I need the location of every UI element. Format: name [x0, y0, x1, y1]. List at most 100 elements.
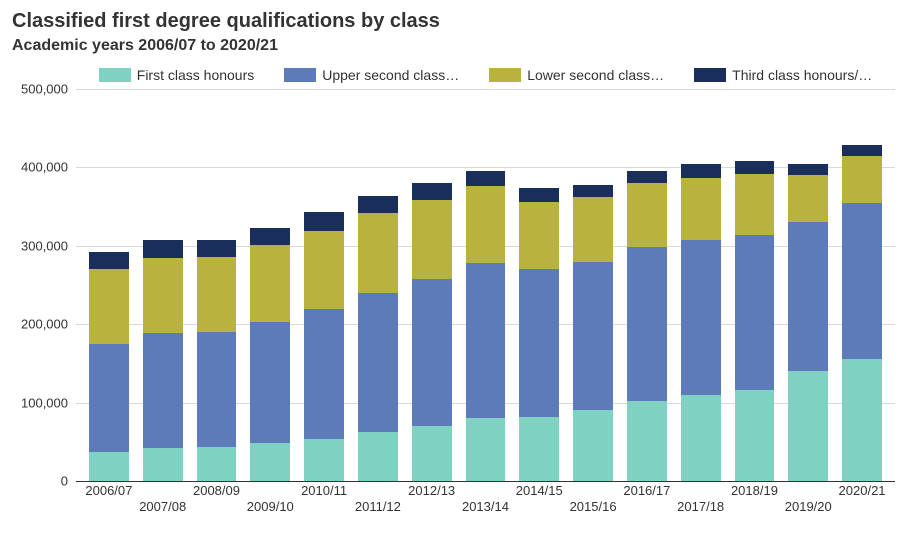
x-tick-label: 2009/10 [247, 499, 294, 514]
bar-segment-first [735, 390, 775, 481]
chart-title: Classified first degree qualifications b… [12, 10, 899, 33]
bar-group [297, 89, 351, 481]
x-tick-label: 2008/09 [193, 483, 240, 498]
bar [519, 89, 559, 481]
bar-segment-third [358, 196, 398, 213]
bar-segment-lower [412, 200, 452, 278]
bar-segment-first [788, 371, 828, 481]
legend-label: First class honours [137, 67, 254, 83]
bar-segment-upper [412, 279, 452, 426]
legend-item-lower: Lower second class… [489, 67, 664, 83]
y-tick-label: 200,000 [21, 317, 68, 332]
bar-segment-first [466, 418, 506, 481]
bar-segment-first [412, 426, 452, 481]
x-axis: 2006/07 2007/082008/09 2009/102010/11 2011/… [76, 481, 895, 519]
bar-segment-third [466, 171, 506, 187]
bars [76, 89, 895, 481]
bar-segment-upper [89, 344, 129, 452]
x-tick-label: 2015/16 [570, 499, 617, 514]
legend-label: Upper second class… [322, 67, 459, 83]
y-tick-label: 300,000 [21, 238, 68, 253]
legend-item-upper: Upper second class… [284, 67, 459, 83]
bar-segment-first [358, 432, 398, 481]
bar [466, 89, 506, 481]
bar-segment-third [573, 185, 613, 198]
bar-segment-upper [842, 203, 882, 360]
x-tick-label: 2013/14 [462, 499, 509, 514]
bar-segment-lower [681, 178, 721, 239]
bar-segment-lower [358, 213, 398, 293]
x-tick-wrap: 2009/10 [243, 481, 297, 519]
bar [788, 89, 828, 481]
bar [143, 89, 183, 481]
legend: First class honours Upper second class… … [12, 67, 899, 83]
bar-segment-lower [573, 197, 613, 261]
bar-segment-lower [466, 186, 506, 263]
bar-segment-first [143, 448, 183, 481]
x-tick-label: 2011/12 [355, 499, 401, 514]
bar [412, 89, 452, 481]
x-tick-wrap: 2010/11 [297, 481, 351, 519]
chart-container: Classified first degree qualifications b… [0, 0, 911, 555]
bar-segment-lower [788, 175, 828, 222]
bar-segment-lower [143, 258, 183, 332]
x-tick-label: 2020/21 [839, 483, 886, 498]
x-tick-wrap: 2015/16 [566, 481, 620, 519]
x-tick-wrap: 2012/13 [405, 481, 459, 519]
x-tick-label: 2016/17 [623, 483, 670, 498]
bar-segment-third [304, 212, 344, 231]
bar-segment-third [197, 240, 237, 257]
bar [681, 89, 721, 481]
bar-group [405, 89, 459, 481]
bar-group [459, 89, 513, 481]
bar-group [136, 89, 190, 481]
y-tick-label: 100,000 [21, 395, 68, 410]
x-tick-label: 2019/20 [785, 499, 832, 514]
bar-group [674, 89, 728, 481]
bar-segment-upper [627, 247, 667, 401]
bar-segment-upper [519, 269, 559, 416]
bar [304, 89, 344, 481]
bar-group [728, 89, 782, 481]
bar-segment-third [842, 145, 882, 156]
legend-swatch [284, 68, 316, 82]
x-tick-label: 2006/07 [85, 483, 132, 498]
x-tick-wrap: 2013/14 [459, 481, 513, 519]
bar-segment-upper [681, 240, 721, 395]
bar-segment-first [627, 401, 667, 481]
bar [358, 89, 398, 481]
bar-group [82, 89, 136, 481]
x-tick-wrap: 2007/08 [136, 481, 190, 519]
bar-group [351, 89, 405, 481]
x-tick-label: 2012/13 [408, 483, 455, 498]
bar-segment-first [89, 452, 129, 481]
plot-area [76, 89, 895, 481]
y-axis: 0100,000200,000300,000400,000500,000 [12, 89, 72, 481]
bar-segment-first [842, 359, 882, 481]
bar-segment-lower [735, 174, 775, 235]
x-tick-wrap: 2016/17 [620, 481, 674, 519]
bar-segment-upper [143, 333, 183, 448]
bar-group [781, 89, 835, 481]
bar-segment-first [304, 439, 344, 481]
bar-segment-third [143, 240, 183, 259]
x-tick-wrap: 2008/09 [190, 481, 244, 519]
bar-segment-lower [89, 269, 129, 343]
bar-segment-lower [519, 202, 559, 269]
x-tick-wrap: 2006/07 [82, 481, 136, 519]
x-tick-wrap: 2019/20 [781, 481, 835, 519]
bar [573, 89, 613, 481]
bar-segment-lower [842, 156, 882, 203]
legend-item-first: First class honours [99, 67, 254, 83]
legend-label: Lower second class… [527, 67, 664, 83]
x-tick-wrap: 2017/18 [674, 481, 728, 519]
bar-segment-first [197, 447, 237, 481]
bar-segment-first [519, 417, 559, 481]
legend-swatch [99, 68, 131, 82]
x-tick-label: 2018/19 [731, 483, 778, 498]
bar-segment-third [788, 164, 828, 175]
bar-segment-upper [573, 262, 613, 411]
y-tick-label: 400,000 [21, 160, 68, 175]
bar [89, 89, 129, 481]
legend-swatch [489, 68, 521, 82]
